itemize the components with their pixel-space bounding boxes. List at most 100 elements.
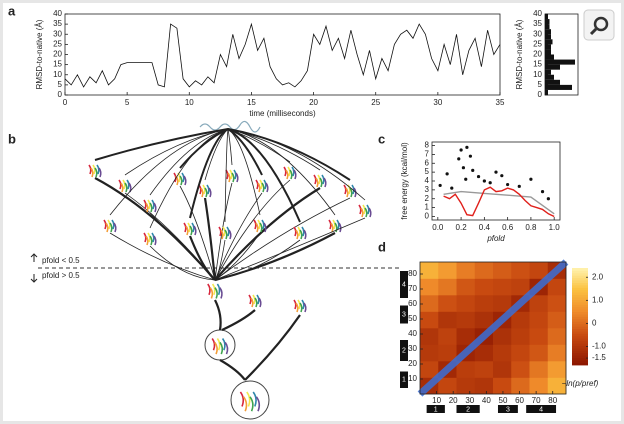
histogram-bar <box>545 74 554 80</box>
colorbar-step <box>572 287 588 291</box>
protein-structure <box>211 283 216 296</box>
colorbar-step <box>572 323 588 327</box>
heatmap-cell <box>493 262 512 279</box>
y-tick-label: 7 <box>425 150 430 159</box>
protein-structure <box>315 177 319 188</box>
heatmap-cell <box>474 311 494 329</box>
colorbar-step <box>572 326 588 330</box>
panel-label: a <box>8 3 16 18</box>
protein-structure <box>113 222 117 233</box>
protein-structure <box>299 302 303 313</box>
protein-structure <box>118 179 122 190</box>
unfolded-chain <box>199 120 261 133</box>
heatmap-cell <box>511 328 530 345</box>
segment-box <box>426 405 445 413</box>
pathway-arrow <box>214 179 291 281</box>
segment-label: 3 <box>506 406 510 413</box>
histogram-bar <box>545 79 560 85</box>
scatter-point <box>468 154 472 158</box>
threshold-arrows <box>30 253 38 283</box>
pathway-arrow <box>227 128 336 216</box>
y-tick-label: 20 <box>53 50 62 59</box>
protein-structure <box>193 225 197 236</box>
protein-structure <box>252 294 256 305</box>
protein-structure <box>124 182 128 193</box>
heatmap-cell <box>511 344 530 362</box>
colorbar-step <box>572 289 588 293</box>
histogram-bar <box>545 39 553 45</box>
time-series <box>64 22 501 88</box>
histogram-bar <box>545 69 551 75</box>
protein-structure <box>98 167 102 178</box>
colorbar-step <box>572 301 588 305</box>
y-tick-label: 10 <box>533 70 542 79</box>
pathway-arrow <box>221 309 256 331</box>
colorbar-step <box>572 292 588 296</box>
pathway-arrow <box>94 177 216 281</box>
pathway-arrow <box>227 128 301 223</box>
colorbar-step <box>572 338 588 342</box>
pathway-arrow <box>203 197 217 281</box>
protein-structure <box>301 299 305 310</box>
colorbar-step <box>572 270 588 274</box>
heatmap-cell <box>474 377 494 395</box>
y-tick-label: 5 <box>58 80 63 89</box>
protein-structure <box>283 166 287 177</box>
protein-structure <box>206 184 210 195</box>
protein-structure <box>343 184 347 195</box>
protein-structure <box>214 287 218 299</box>
protein-structure <box>216 338 221 351</box>
histogram-bar <box>545 29 551 35</box>
histogram-bar <box>545 24 550 30</box>
y-tick-label: 10 <box>408 374 417 383</box>
protein-structure <box>249 396 254 412</box>
pathway-arrow <box>149 245 216 281</box>
protein-structure <box>336 219 340 230</box>
scatter-point <box>540 190 545 194</box>
heatmap-cell <box>529 377 549 395</box>
protein-structure <box>364 207 368 218</box>
histogram-bar <box>545 34 551 40</box>
x-tick-label: 80 <box>548 396 557 405</box>
histogram-bar <box>545 49 551 55</box>
colorbar-step <box>572 311 588 315</box>
pathway-arrow <box>179 185 216 281</box>
heatmap-cell <box>511 262 530 279</box>
y-tick-label: 40 <box>533 9 542 18</box>
protein-structure <box>252 391 257 407</box>
pathway-arrow <box>224 128 229 223</box>
y-tick-label: 80 <box>408 269 417 278</box>
heatmap-cell <box>529 295 549 312</box>
protein-structure <box>151 232 155 243</box>
protein-structure <box>368 207 372 218</box>
segment-box <box>497 405 518 413</box>
histogram-bar <box>545 59 575 65</box>
heatmap-cell <box>456 361 476 378</box>
y-tick-label: 10 <box>53 70 62 79</box>
protein-structure <box>301 226 305 237</box>
protein-structure <box>360 207 364 218</box>
pathway-arrow <box>227 128 366 201</box>
protein-structure <box>216 283 221 296</box>
protein-structure <box>226 226 230 237</box>
heatmap-cell <box>547 278 567 296</box>
scatter-point <box>457 157 461 161</box>
zoom-icon[interactable] <box>583 9 615 41</box>
protein-structure <box>183 222 187 233</box>
protein-structure <box>345 187 349 198</box>
heatmap-cell <box>420 311 439 329</box>
y-tick-label: 2 <box>425 194 430 203</box>
y-tick-label: 70 <box>408 284 417 293</box>
colorbar-step <box>572 335 588 339</box>
x-tick-label: 10 <box>432 396 441 405</box>
x-tick-label: 15 <box>247 98 256 107</box>
protein-structure <box>321 174 325 185</box>
scatter-point <box>506 182 510 187</box>
histogram-bar <box>545 44 551 50</box>
protein-structure <box>293 299 297 310</box>
colorbar-step <box>572 306 588 310</box>
protein-structure <box>191 222 195 233</box>
zoom-button[interactable] <box>583 9 615 41</box>
protein-structure <box>295 302 299 313</box>
